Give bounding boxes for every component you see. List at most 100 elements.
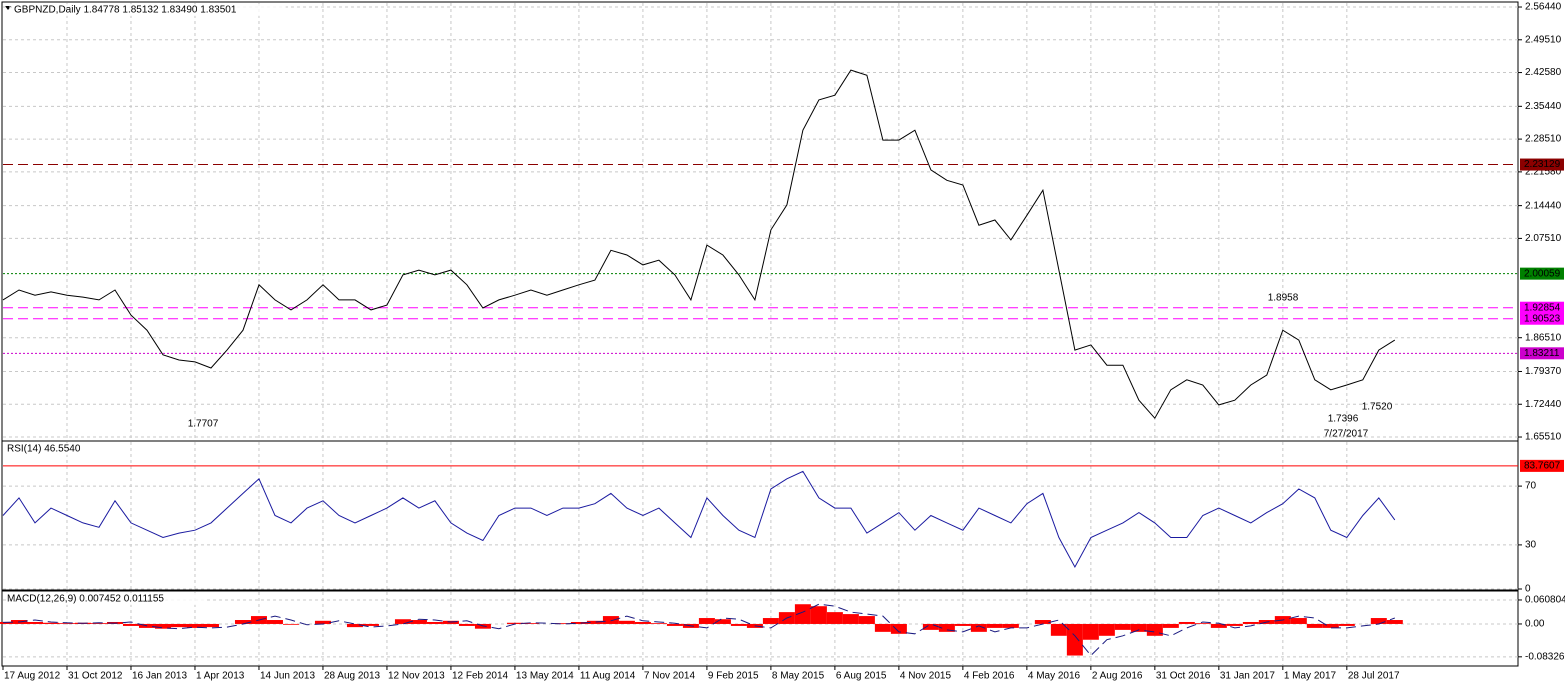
y-tick-label: 30 (1525, 540, 1537, 551)
histogram-bar (346, 623, 363, 628)
x-tick-label: 7 Nov 2014 (644, 671, 696, 682)
x-tick-label: 31 Oct 2012 (68, 671, 123, 682)
y-tick-label: 1.79370 (1525, 366, 1562, 377)
x-tick-label: 31 Jan 2017 (1220, 671, 1275, 682)
histogram-bar (1290, 618, 1307, 624)
histogram-bar (1082, 623, 1099, 640)
annotation: 1.7707 (188, 419, 219, 430)
level-label: 2.00059 (1524, 268, 1561, 279)
panel-title: MACD(12,26,9) 0.007452 0.011155 (7, 594, 164, 605)
histogram-bar (650, 623, 667, 624)
annotation: 1.8958 (1268, 293, 1299, 304)
histogram-bar (986, 623, 1003, 628)
histogram-bar (426, 621, 443, 624)
histogram-bar (202, 623, 219, 628)
x-tick-label: 9 Feb 2015 (708, 671, 759, 682)
histogram-bar (922, 623, 939, 630)
level-label-box (1520, 459, 1564, 472)
level-label-box (1520, 158, 1564, 171)
level-label-box (1520, 347, 1564, 360)
y-tick-label: 0.060804 (1525, 595, 1565, 606)
histogram-bar (1146, 623, 1163, 636)
y-tick-label: 2.35440 (1525, 101, 1562, 112)
histogram-bar (410, 620, 427, 624)
histogram-bar (1178, 621, 1195, 624)
x-tick-label: 6 Aug 2015 (836, 671, 887, 682)
histogram-bar (842, 614, 859, 624)
title-bg (13, 4, 286, 16)
histogram-bar (154, 623, 171, 629)
histogram-bar (954, 623, 971, 626)
annotation: 1.7396 (1328, 414, 1359, 425)
histogram-bar (1162, 623, 1179, 628)
histogram-bar (1130, 623, 1147, 632)
histogram-bar (762, 618, 779, 624)
histogram-bar (810, 606, 827, 624)
signal-line (2, 603, 1395, 657)
level-label: 1.92854 (1524, 302, 1561, 313)
x-tick-label: 17 Aug 2012 (4, 671, 61, 682)
histogram-bar (58, 623, 75, 624)
x-tick-label: 1 Apr 2013 (196, 671, 245, 682)
y-tick-label: 0.00 (1525, 619, 1545, 630)
x-tick-label: 13 May 2014 (516, 671, 574, 682)
histogram-bar (1066, 623, 1083, 656)
histogram-bar (1386, 620, 1403, 624)
x-tick-label: 28 Jul 2017 (1348, 671, 1400, 682)
x-tick-label: 28 Aug 2013 (324, 671, 381, 682)
x-tick-label: 12 Nov 2013 (388, 671, 445, 682)
histogram-bar (394, 619, 411, 624)
histogram-bar (938, 623, 955, 632)
y-tick-label: -0.083261 (1525, 651, 1565, 662)
histogram-bar (1002, 623, 1019, 628)
x-tick-label: 16 Jan 2013 (132, 671, 187, 682)
y-tick-label: 0 (1525, 584, 1531, 595)
x-tick-label: 31 Oct 2016 (1156, 671, 1211, 682)
title-bg (13, 593, 206, 605)
histogram-bar (730, 623, 747, 626)
y-tick-label: 1.72440 (1525, 399, 1562, 410)
x-tick-label: 12 Feb 2014 (452, 671, 509, 682)
histogram-bar (122, 623, 139, 626)
y-tick-label: 2.49510 (1525, 34, 1562, 45)
histogram-bar (586, 620, 603, 624)
histogram-bar (266, 620, 283, 624)
y-tick-label: 1.65510 (1525, 432, 1562, 443)
level-label: 1.83211 (1524, 348, 1560, 359)
histogram-bar (714, 619, 731, 624)
panel-title: RSI(14) 46.5540 (7, 444, 81, 455)
y-tick-label: 2.07510 (1525, 233, 1562, 244)
x-tick-label: 8 May 2015 (772, 671, 825, 682)
histogram-bar (0, 621, 11, 624)
level-label: 2.23129 (1524, 159, 1561, 170)
x-tick-label: 4 May 2016 (1028, 671, 1081, 682)
histogram-bar (1322, 623, 1339, 628)
level-label-box (1520, 301, 1564, 314)
series-line (2, 470, 1396, 569)
level-label: 83.7607 (1524, 461, 1561, 472)
histogram-bar (1306, 623, 1323, 628)
histogram-bar (90, 623, 107, 624)
x-tick-label: 1 May 2017 (1284, 671, 1337, 682)
histogram-bar (858, 616, 875, 624)
histogram-bar (1050, 623, 1067, 636)
y-tick-label: 70 (1525, 481, 1537, 492)
histogram-bar (1370, 618, 1387, 624)
histogram-bar (314, 620, 331, 624)
histogram-bar (1194, 623, 1211, 624)
histogram-bar (1242, 621, 1259, 624)
series-line (2, 69, 1396, 420)
histogram-bar (362, 623, 379, 626)
histogram-bar (1098, 623, 1115, 636)
histogram-bar (186, 623, 203, 628)
histogram-bar (1226, 623, 1243, 626)
histogram-bar (26, 621, 43, 624)
histogram-bar (570, 621, 587, 624)
x-tick-label: 4 Nov 2015 (900, 671, 952, 682)
histogram-bar (890, 623, 907, 634)
x-tick-label: 4 Feb 2016 (964, 671, 1015, 682)
y-tick-label: 2.21580 (1525, 167, 1562, 178)
y-tick-label: 2.14440 (1525, 200, 1562, 211)
